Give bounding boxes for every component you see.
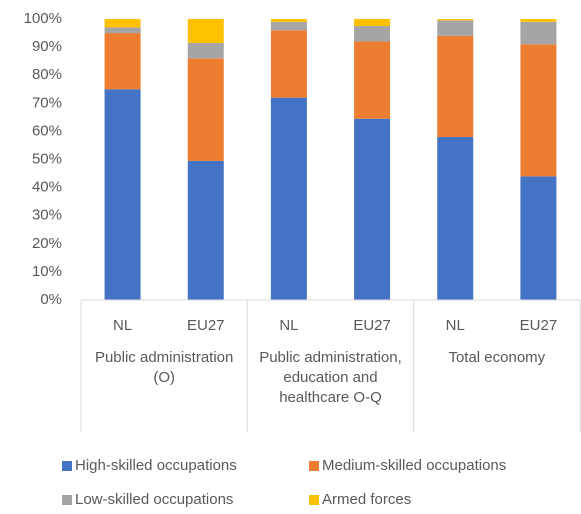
y-tick-label: 50%	[32, 150, 62, 167]
legend-label: Armed forces	[322, 491, 411, 508]
bar-segment	[104, 27, 141, 34]
bar-segment	[187, 42, 224, 59]
bar-segment	[354, 41, 391, 119]
bar-segment	[187, 160, 224, 300]
bar-segment	[354, 26, 391, 42]
y-tick-label: 60%	[32, 122, 62, 139]
bar-segment	[437, 20, 474, 36]
legend-swatch	[309, 461, 319, 471]
bar-segment	[354, 19, 391, 27]
y-tick-label: 70%	[32, 94, 62, 111]
bar-segment	[270, 21, 307, 31]
bar-segment	[437, 137, 474, 300]
bar-segment	[520, 176, 557, 300]
x-tick-label: EU27	[187, 317, 225, 334]
y-tick-label: 80%	[32, 66, 62, 83]
bar-segment	[520, 19, 557, 22]
bar-segment	[104, 89, 141, 300]
y-tick-label: 90%	[32, 38, 62, 55]
x-tick-label: NL	[279, 317, 298, 334]
group-label: Total economy	[448, 349, 546, 366]
bar-segment	[187, 19, 224, 43]
bar-segment	[270, 19, 307, 22]
bar-segment	[520, 44, 557, 177]
legend-swatch	[309, 495, 319, 505]
y-tick-label: 30%	[32, 207, 62, 224]
y-tick-label: 100%	[24, 10, 62, 27]
legend-label: High-skilled occupations	[75, 457, 237, 474]
legend-swatch	[62, 495, 72, 505]
y-tick-label: 0%	[40, 291, 62, 308]
y-tick-label: 40%	[32, 179, 62, 196]
x-tick-label: NL	[113, 317, 132, 334]
y-tick-label: 10%	[32, 263, 62, 280]
legend-label: Medium-skilled occupations	[322, 457, 506, 474]
bar-segment	[437, 19, 474, 21]
bar-segment	[520, 21, 557, 45]
x-tick-label: NL	[446, 317, 465, 334]
bar-segment	[270, 97, 307, 301]
x-tick-label: EU27	[520, 317, 558, 334]
y-tick-label: 20%	[32, 235, 62, 252]
bar-segment	[104, 33, 141, 90]
bar-segment	[187, 58, 224, 161]
legend-label: Low-skilled occupations	[75, 491, 233, 508]
bar-segment	[270, 30, 307, 98]
x-tick-label: EU27	[353, 317, 391, 334]
group-label: Public administration, education and hea…	[259, 349, 402, 406]
group-label: Public administration (O)	[94, 349, 234, 386]
bar-segment	[104, 19, 141, 28]
bar-segment	[437, 35, 474, 138]
legend-swatch	[62, 461, 72, 471]
bar-segment	[354, 118, 391, 300]
